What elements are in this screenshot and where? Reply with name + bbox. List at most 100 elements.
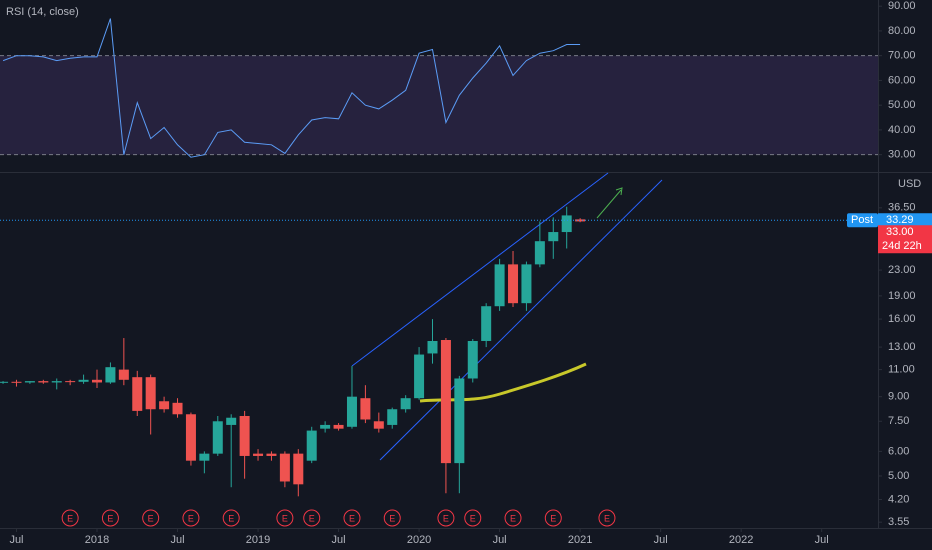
earnings-marker: [383, 509, 401, 527]
earnings-label: E: [389, 513, 395, 523]
y-tick-label: 90.00: [888, 0, 916, 12]
channel-upper: [351, 172, 609, 367]
earnings-label: E: [510, 513, 516, 523]
earnings-marker: [437, 509, 455, 527]
x-tick-label: 2022: [729, 534, 753, 546]
candle-body: [11, 381, 22, 383]
candle-body: [360, 398, 371, 420]
y-tick-label: 60.00: [888, 74, 916, 86]
y-tick-label: 4.20: [888, 493, 909, 505]
candle-body: [561, 215, 572, 233]
x-tick-label: Jul: [170, 534, 184, 546]
y-tick-label: 30.00: [888, 149, 916, 161]
candle-body: [199, 453, 210, 461]
candle-body: [212, 421, 223, 454]
candle-body: [279, 453, 290, 482]
last-price-badge: [878, 225, 932, 254]
candle-body: [185, 414, 196, 461]
candle-body: [92, 379, 102, 383]
post-price-label: 33.29: [886, 214, 914, 226]
earnings-label: E: [228, 513, 234, 523]
y-tick-label: 50.00: [888, 99, 916, 111]
earnings-marker: [343, 509, 361, 527]
candle-body: [293, 453, 304, 485]
post-badge: [847, 213, 878, 228]
earnings-marker: [182, 509, 200, 527]
candle-body: [118, 369, 129, 380]
y-tick-label: 36.50: [888, 202, 916, 214]
candle-body: [24, 381, 35, 383]
earnings-marker: [101, 509, 119, 527]
candle-body: [373, 421, 384, 429]
earnings-marker: [544, 509, 562, 527]
rsi-title: RSI (14, close): [6, 6, 79, 18]
candle-body: [440, 340, 451, 464]
candle-body: [266, 453, 277, 456]
candle-body: [65, 381, 76, 383]
earnings-marker: [276, 509, 294, 527]
post-label: Post: [851, 214, 873, 226]
candle-body: [346, 396, 357, 427]
currency: USD: [898, 178, 921, 190]
rsi-band: [0, 55, 878, 155]
candle-body: [145, 377, 156, 410]
candle-body: [481, 306, 492, 341]
y-tick-label: 80.00: [888, 25, 916, 37]
x-tick-label: 2020: [407, 534, 431, 546]
candle-body: [51, 381, 62, 383]
trend-arrow-head: [615, 187, 623, 196]
y-tick-label: 19.00: [888, 290, 916, 302]
y-tick-label: 40.00: [888, 124, 916, 136]
y-tick-label: 7.50: [888, 415, 909, 427]
candle-body: [320, 424, 331, 429]
candle-body: [0, 381, 9, 383]
earnings-label: E: [188, 513, 194, 523]
earnings-marker: [504, 509, 522, 527]
candle-body: [454, 378, 465, 464]
countdown: 24d 22h: [882, 240, 922, 252]
candle-body: [333, 424, 344, 429]
y-tick-label: 6.00: [888, 445, 909, 457]
candle-body: [239, 415, 250, 456]
earnings-label: E: [550, 513, 556, 523]
y-tick-label: 11.00: [888, 364, 915, 376]
earnings-marker: [598, 509, 616, 527]
earnings-label: E: [107, 513, 113, 523]
candle-body: [306, 430, 317, 461]
candle-body: [427, 340, 438, 354]
x-tick-label: Jul: [332, 534, 346, 546]
y-tick-label: 9.00: [888, 391, 909, 403]
earnings-label: E: [282, 513, 288, 523]
candle-body: [387, 409, 398, 425]
earnings-marker: [142, 509, 160, 527]
last-price-label: 33.00: [886, 226, 914, 238]
y-tick-label: 23.00: [888, 264, 916, 276]
earnings-label: E: [148, 513, 154, 523]
post-price-badge: [878, 213, 932, 228]
candle-body: [105, 367, 116, 383]
candle-body: [38, 381, 49, 383]
earnings-label: E: [349, 513, 355, 523]
earnings-label: E: [309, 513, 315, 523]
candle-body: [534, 241, 545, 265]
candle-body: [414, 354, 425, 399]
y-tick-label: 16.00: [888, 313, 916, 325]
channel-lower: [379, 179, 663, 461]
earnings-label: E: [604, 513, 610, 523]
earnings-label: E: [443, 513, 449, 523]
candle-body: [467, 340, 478, 379]
x-tick-label: 2021: [568, 534, 592, 546]
candle-body: [253, 453, 264, 456]
candle-body: [172, 402, 183, 415]
rsi-line: [2, 18, 581, 158]
x-tick-label: Jul: [9, 534, 23, 546]
earnings-marker: [222, 509, 240, 527]
candle-body: [400, 398, 411, 410]
earnings-label: E: [67, 513, 73, 523]
y-tick-label: 3.55: [888, 516, 909, 528]
x-tick-label: Jul: [654, 534, 668, 546]
earnings-label: E: [470, 513, 476, 523]
trend-arrow: [596, 189, 622, 219]
